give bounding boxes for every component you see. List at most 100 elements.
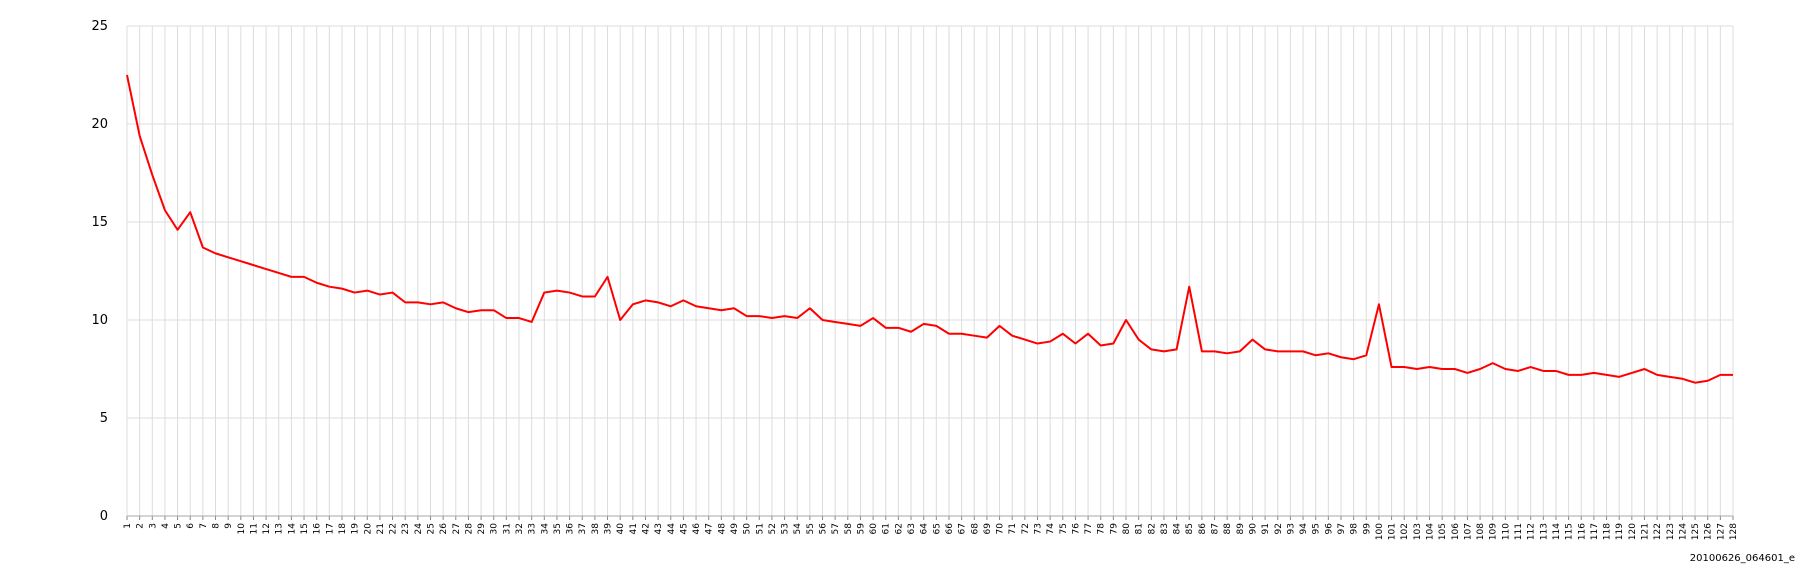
x-tick-label: 4 [161, 523, 171, 529]
x-tick-label: 27 [452, 523, 462, 534]
x-tick-label: 7 [199, 523, 209, 529]
x-tick-label: 16 [313, 523, 323, 535]
x-tick-label: 116 [1577, 523, 1587, 540]
y-tick-label: 0 [100, 509, 108, 524]
x-tick-label: 73 [1033, 523, 1043, 534]
x-tick-label: 94 [1299, 523, 1309, 535]
x-tick-label: 87 [1211, 523, 1221, 534]
x-tick-label: 125 [1691, 523, 1701, 540]
x-tick-label: 71 [1008, 523, 1018, 534]
x-tick-label: 83 [1160, 523, 1170, 534]
y-tick-label: 20 [91, 117, 108, 132]
x-tick-label: 82 [1147, 523, 1157, 534]
x-tick-label: 120 [1628, 523, 1638, 540]
x-tick-label: 110 [1501, 523, 1511, 540]
x-tick-label: 56 [819, 523, 829, 535]
x-tick-label: 106 [1451, 523, 1461, 540]
x-tick-label: 78 [1097, 523, 1107, 535]
x-tick-label: 102 [1400, 523, 1410, 540]
x-tick-label: 57 [831, 523, 841, 534]
x-tick-label: 31 [502, 523, 512, 534]
x-tick-label: 32 [515, 523, 525, 534]
x-tick-label: 64 [920, 523, 930, 535]
x-tick-label: 114 [1552, 523, 1562, 540]
x-tick-label: 11 [249, 523, 259, 534]
x-tick-label: 61 [882, 523, 892, 534]
x-tick-label: 59 [856, 523, 866, 535]
y-tick-label: 5 [100, 411, 108, 426]
footer: 20100626_064601_e [1690, 553, 1795, 564]
x-tick-label: 99 [1362, 523, 1372, 535]
x-tick-label: 48 [717, 523, 727, 535]
x-tick-label: 68 [970, 523, 980, 535]
x-tick-label: 122 [1653, 523, 1663, 540]
x-tick-label: 127 [1716, 523, 1726, 540]
data-line [126, 74, 1733, 384]
x-tick-label: 85 [1185, 523, 1195, 534]
x-tick-label: 46 [692, 523, 702, 535]
x-tick-label: 75 [1059, 523, 1069, 534]
x-tick-label: 6 [186, 523, 196, 529]
x-tick-label: 25 [426, 523, 436, 534]
x-tick-label: 117 [1590, 523, 1600, 540]
x-tick-label: 19 [351, 523, 361, 535]
x-tick-label: 79 [1109, 523, 1119, 535]
x-tick-label: 37 [578, 523, 588, 534]
x-tick-label: 52 [768, 523, 778, 534]
x-tick-label: 80 [1122, 523, 1132, 535]
x-tick-label: 74 [1046, 523, 1056, 535]
x-tick-label: 45 [679, 523, 689, 534]
x-tick-label: 60 [869, 523, 879, 535]
x-tick-label: 53 [781, 523, 791, 534]
x-tick-label: 26 [439, 523, 449, 535]
x-tick-label: 93 [1286, 523, 1296, 534]
y-tick-label: 15 [91, 215, 108, 230]
x-tick-label: 40 [616, 523, 626, 535]
x-tick-label: 98 [1350, 523, 1360, 535]
x-tick-label: 96 [1324, 523, 1334, 535]
x-tick-label: 91 [1261, 523, 1271, 534]
x-tick-label: 124 [1678, 523, 1688, 540]
x-tick-label: 50 [743, 523, 753, 535]
x-tick-label: 10 [237, 523, 247, 535]
x-tick-label: 108 [1476, 523, 1486, 540]
x-tick-label: 76 [1071, 523, 1081, 535]
x-tick-label: 111 [1514, 523, 1524, 540]
x-tick-label: 100 [1375, 523, 1385, 540]
x-tick-label: 47 [705, 523, 715, 534]
x-tick-label: 3 [148, 523, 158, 529]
x-tick-label: 90 [1248, 523, 1258, 535]
x-tick-label: 55 [806, 523, 816, 534]
x-tick-label: 105 [1438, 523, 1448, 540]
x-tick-label: 18 [338, 523, 348, 535]
x-tick-label: 51 [755, 523, 765, 534]
x-tick-label: 49 [730, 523, 740, 535]
x-tick-label: 92 [1274, 523, 1284, 534]
x-tick-label: 42 [641, 523, 651, 534]
x-tick-label: 128 [1729, 523, 1739, 540]
x-tick-label: 66 [945, 523, 955, 535]
x-tick-label: 69 [983, 523, 993, 535]
x-tick-label: 17 [325, 523, 335, 534]
x-tick-label: 107 [1463, 523, 1473, 540]
y-tick-label: 25 [91, 19, 108, 34]
x-tick-label: 95 [1312, 523, 1322, 534]
x-tick-label: 109 [1489, 523, 1499, 540]
x-tick-label: 104 [1426, 523, 1436, 540]
y-tick-label: 10 [91, 313, 108, 328]
x-tick-label: 65 [932, 523, 942, 534]
x-tick-label: 113 [1539, 523, 1549, 540]
x-tick-label: 33 [528, 523, 538, 534]
x-tick-label: 54 [793, 523, 803, 535]
x-tick-label: 39 [604, 523, 614, 535]
x-tick-label: 103 [1413, 523, 1423, 540]
x-tick-label: 20 [363, 523, 373, 535]
x-tick-label: 97 [1337, 523, 1347, 534]
x-tick-label: 88 [1223, 523, 1233, 535]
x-tick-label: 22 [389, 523, 399, 534]
x-tick-label: 101 [1388, 523, 1398, 540]
x-tick-label: 84 [1173, 523, 1183, 535]
x-tick-label: 119 [1615, 523, 1625, 540]
x-tick-label: 15 [300, 523, 310, 534]
x-tick-label: 2 [136, 523, 146, 529]
